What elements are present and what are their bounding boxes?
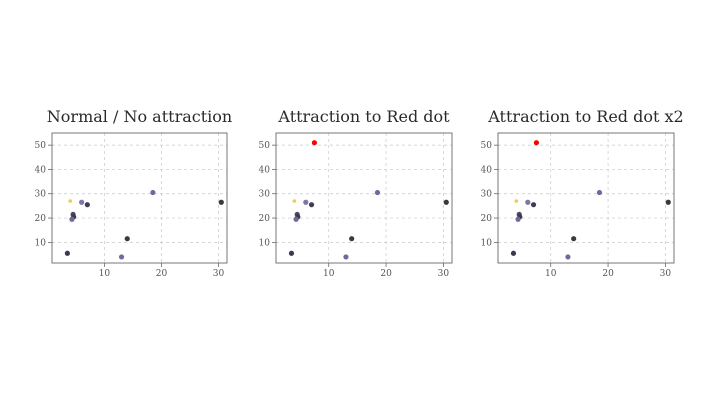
scatter-point xyxy=(530,202,537,208)
scatter-point xyxy=(510,250,517,256)
y-tick-label: 10 xyxy=(35,238,47,248)
x-tick-label: 30 xyxy=(438,269,450,279)
scatter-point xyxy=(303,199,309,205)
scatter-point xyxy=(311,140,318,146)
scatter-point xyxy=(124,236,130,242)
y-tick-label: 50 xyxy=(35,141,47,151)
scatter-point xyxy=(343,254,349,260)
plot-frame xyxy=(51,132,228,264)
y-tick-label: 30 xyxy=(259,190,271,200)
scatter-point xyxy=(533,140,540,146)
scatter-point xyxy=(218,199,224,205)
chart-panel-2: Attraction to Red dot 10 20 30 40 50 10 20 30 xyxy=(259,107,453,279)
scatter-point xyxy=(68,199,73,203)
chart-title: Attraction to Red dot x2 xyxy=(487,107,683,126)
plot-frame xyxy=(275,132,453,264)
scatter-point xyxy=(596,189,603,196)
y-tick-label: 10 xyxy=(481,238,493,248)
x-tick-label: 30 xyxy=(660,269,672,279)
scatter-point xyxy=(69,216,75,222)
scatter-point xyxy=(118,254,125,260)
chart-title: Attraction to Red dot xyxy=(277,107,450,126)
x-tick-label: 20 xyxy=(380,269,392,279)
chart-title: Normal / No attraction xyxy=(47,107,232,126)
x-tick-label: 10 xyxy=(545,269,557,279)
y-tick-label: 10 xyxy=(259,238,271,248)
scatter-point xyxy=(443,199,449,205)
scatter-point xyxy=(349,236,355,242)
scatter-point xyxy=(565,254,571,260)
scatter-point xyxy=(150,189,156,196)
y-tick-label: 30 xyxy=(35,190,47,200)
scatter-point xyxy=(571,236,577,242)
y-tick-label: 50 xyxy=(481,141,493,151)
scatter-point xyxy=(665,199,671,205)
y-tick-label: 40 xyxy=(259,165,271,175)
scatter-point xyxy=(514,199,519,203)
scatter-point xyxy=(308,202,315,208)
scatter-point xyxy=(293,216,299,222)
x-tick-label: 30 xyxy=(213,269,225,279)
y-tick-label: 20 xyxy=(259,214,271,224)
scatter-point xyxy=(64,250,70,256)
y-tick-label: 50 xyxy=(259,141,271,151)
y-tick-label: 40 xyxy=(35,165,47,175)
y-tick-label: 20 xyxy=(481,214,493,224)
chart-panel-1: Normal / No attraction 10 20 30 40 50 10 20 30 xyxy=(35,107,233,279)
y-tick-label: 30 xyxy=(481,190,493,200)
y-tick-label: 40 xyxy=(481,165,493,175)
scatter-point xyxy=(84,202,90,208)
chart-panel-3: Attraction to Red dot x2 10 20 30 40 50 10 20 30 xyxy=(481,107,684,279)
x-tick-label: 10 xyxy=(99,269,111,279)
scatter-point xyxy=(515,216,521,222)
y-tick-label: 20 xyxy=(35,214,47,224)
x-tick-label: 20 xyxy=(602,269,614,279)
x-tick-label: 10 xyxy=(323,269,335,279)
scatter-point xyxy=(292,199,297,203)
x-tick-label: 20 xyxy=(156,269,168,279)
plot-frame xyxy=(497,132,675,264)
scatter-point xyxy=(79,199,85,205)
scatter-point xyxy=(288,250,295,256)
scatter-point xyxy=(374,189,381,196)
scatter-point xyxy=(525,199,531,205)
